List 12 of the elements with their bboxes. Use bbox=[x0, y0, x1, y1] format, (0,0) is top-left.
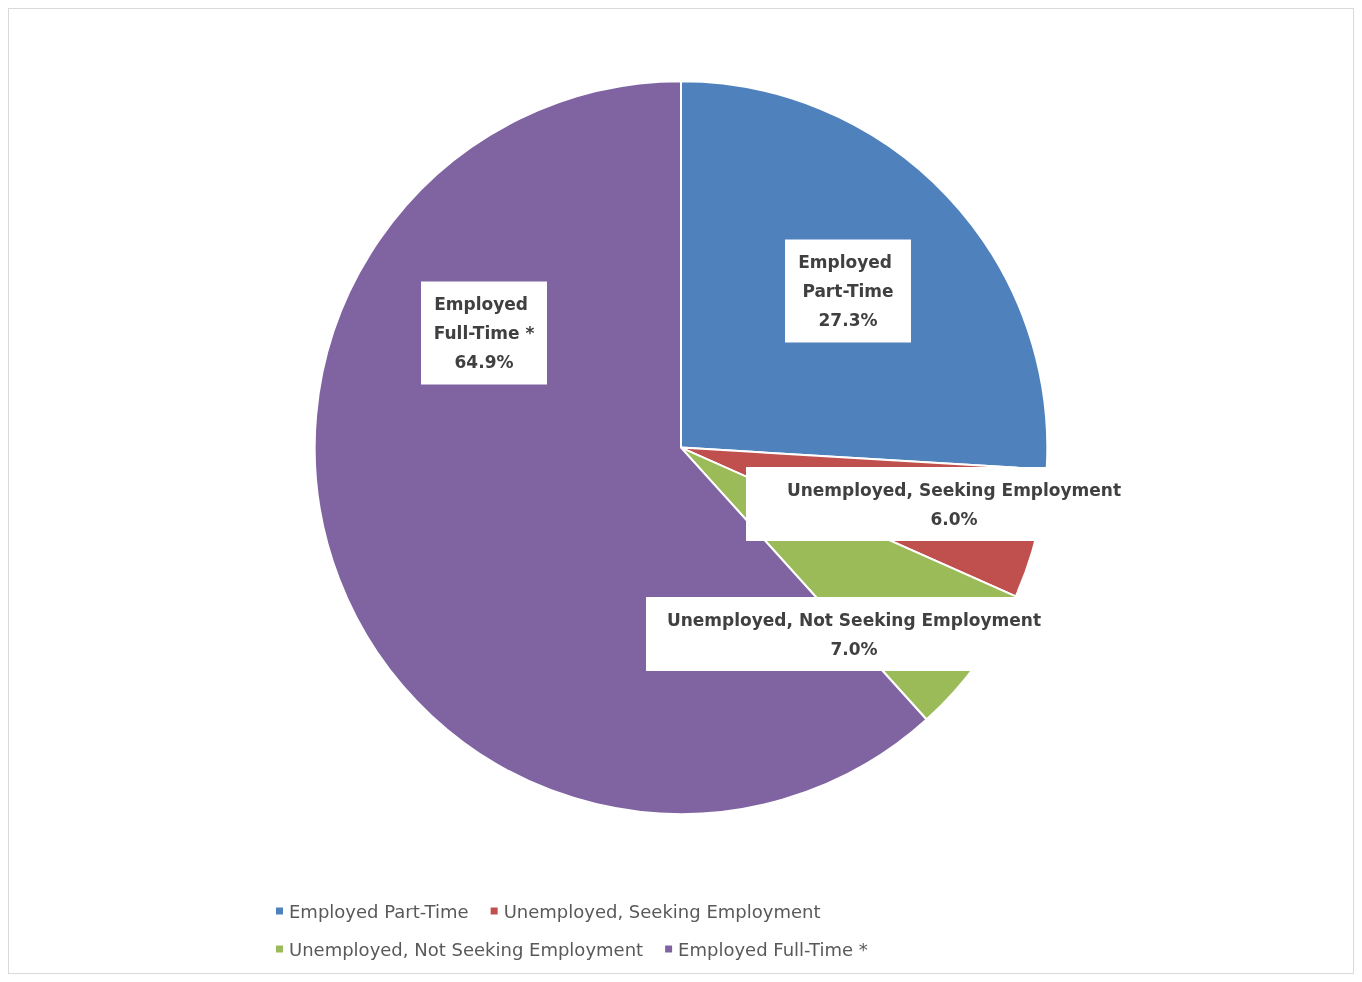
slice-label: Employed Full-Time * bbox=[433, 294, 535, 343]
data-label: 6.0% bbox=[930, 508, 978, 529]
data-label: 64.9% bbox=[454, 352, 514, 372]
legend-label: Unemployed, Not Seeking Employment bbox=[289, 938, 644, 960]
slice-label: Employed Part-Time bbox=[798, 252, 898, 301]
legend-label: Employed Full-Time * bbox=[678, 938, 868, 960]
data-label: 27.3% bbox=[818, 310, 878, 330]
legend-label: Employed Part-Time bbox=[289, 900, 469, 922]
legend-label: Unemployed, Seeking Employment bbox=[503, 900, 821, 922]
data-label: 7.0% bbox=[830, 638, 878, 659]
slice-label: Unemployed, Seeking Employment bbox=[786, 479, 1122, 500]
slice-label: Unemployed, Not Seeking Employment bbox=[666, 609, 1042, 630]
